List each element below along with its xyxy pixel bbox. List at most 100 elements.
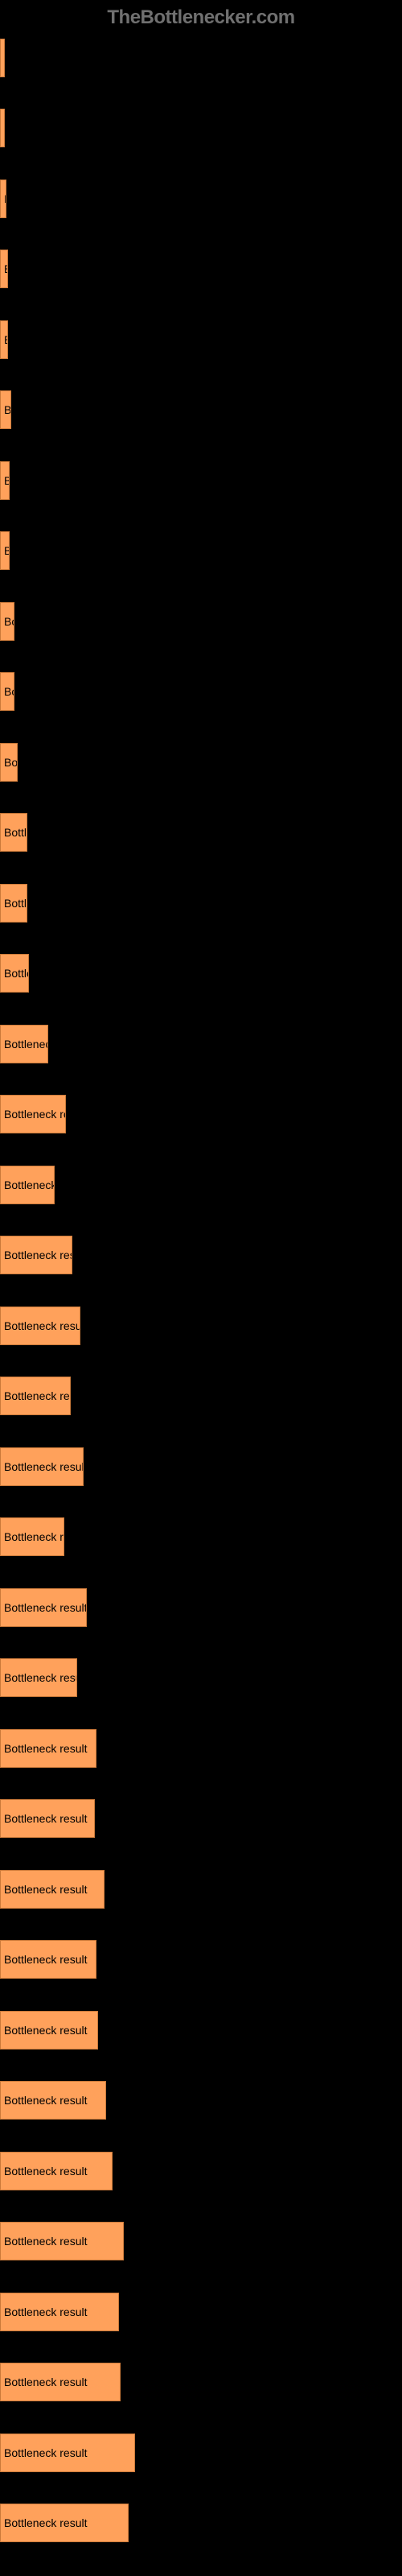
bar-label: Bottleneck result bbox=[4, 826, 27, 839]
bar-row: Bottleneck result bbox=[0, 868, 402, 939]
bar-row: Bottleneck result bbox=[0, 1150, 402, 1220]
bar-label: Bottleneck result bbox=[4, 1460, 84, 1473]
bar: Bottleneck result bbox=[0, 884, 27, 923]
bar-row: Bottleneck result bbox=[0, 445, 402, 516]
bar: Bottleneck result bbox=[0, 1025, 48, 1063]
bar: Bottleneck result bbox=[0, 1658, 77, 1697]
bar: Bottleneck result bbox=[0, 320, 8, 359]
bar: Bottleneck result bbox=[0, 2011, 98, 2050]
bar-row: Bottleneck result bbox=[0, 586, 402, 657]
bar-row: Bottleneck result bbox=[0, 23, 402, 93]
bar-row: Bottleneck result bbox=[0, 2277, 402, 2347]
bar: Bottleneck result bbox=[0, 39, 5, 77]
bar: Bottleneck result bbox=[0, 1307, 80, 1345]
bar: Bottleneck result bbox=[0, 2434, 135, 2472]
bar: Bottleneck result bbox=[0, 250, 8, 288]
bar-label: Bottleneck result bbox=[4, 1530, 64, 1543]
bar-row: Bottleneck result bbox=[0, 1361, 402, 1432]
bar: Bottleneck result bbox=[0, 672, 14, 711]
bar-label: Bottleneck result bbox=[4, 1601, 87, 1614]
bar-row: Bottleneck result bbox=[0, 1572, 402, 1643]
bar-label: Bottleneck result bbox=[4, 2516, 88, 2529]
bar-label: Bottleneck result bbox=[4, 1671, 77, 1684]
bar-row: Bottleneck result bbox=[0, 304, 402, 375]
bar-row: Bottleneck result bbox=[0, 2066, 402, 2136]
bar-row: Bottleneck result bbox=[0, 939, 402, 1009]
bar-label: Bottleneck result bbox=[4, 52, 5, 64]
bar-label: Bottleneck result bbox=[4, 2165, 88, 2178]
bar: Bottleneck result bbox=[0, 743, 18, 782]
bar-row: Bottleneck result bbox=[0, 1290, 402, 1361]
bar-label: Bottleneck result bbox=[4, 122, 5, 134]
bar-label: Bottleneck result bbox=[4, 967, 29, 980]
bar-label: Bottleneck result bbox=[4, 1249, 72, 1261]
bar: Bottleneck result bbox=[0, 461, 10, 500]
bar-row: Bottleneck result bbox=[0, 1643, 402, 1714]
bar-label: Bottleneck result bbox=[4, 615, 14, 628]
bar: Bottleneck result bbox=[0, 2504, 129, 2542]
bar-label: Bottleneck result bbox=[4, 2446, 88, 2459]
bar: Bottleneck result bbox=[0, 2081, 106, 2120]
bar-row: Bottleneck result bbox=[0, 516, 402, 587]
bar-label: Bottleneck result bbox=[4, 1108, 66, 1121]
bar-row: Bottleneck result bbox=[0, 1713, 402, 1784]
bar: Bottleneck result bbox=[0, 2222, 124, 2260]
bar-label: Bottleneck result bbox=[4, 2306, 88, 2318]
bar-row: Bottleneck result bbox=[0, 2417, 402, 2488]
bar-label: Bottleneck result bbox=[4, 2235, 88, 2248]
bar-label: Bottleneck result bbox=[4, 474, 10, 487]
bar-row: Bottleneck result bbox=[0, 163, 402, 234]
bar: Bottleneck result bbox=[0, 1799, 95, 1838]
bar-label: Bottleneck result bbox=[4, 262, 8, 275]
bar-label: Bottleneck result bbox=[4, 897, 27, 910]
bar-row: Bottleneck result bbox=[0, 2136, 402, 2207]
bar-chart: Bottleneck result Bottleneck result Bottle… bbox=[0, 23, 402, 2558]
bar-label: Bottleneck result bbox=[4, 544, 10, 557]
bar-row: Bottleneck result bbox=[0, 2347, 402, 2418]
bar: Bottleneck result bbox=[0, 954, 29, 993]
bar-row: Bottleneck result bbox=[0, 1431, 402, 1502]
bar-label: Bottleneck result bbox=[4, 403, 11, 416]
bar: Bottleneck result bbox=[0, 1447, 84, 1486]
bar-row: Bottleneck result bbox=[0, 1220, 402, 1291]
bar-row: Bottleneck result bbox=[0, 727, 402, 798]
bar: Bottleneck result bbox=[0, 1588, 87, 1627]
bar-label: Bottleneck result bbox=[4, 1319, 80, 1332]
bar-row: Bottleneck result bbox=[0, 1502, 402, 1573]
bar-label: Bottleneck result bbox=[4, 1389, 71, 1402]
bar: Bottleneck result bbox=[0, 1166, 55, 1204]
bar: Bottleneck result bbox=[0, 531, 10, 570]
bar-row: Bottleneck result bbox=[0, 2207, 402, 2277]
bar-label: Bottleneck result bbox=[4, 685, 14, 698]
bar: Bottleneck result bbox=[0, 1377, 71, 1415]
bar-row: Bottleneck result bbox=[0, 1009, 402, 1080]
bar-label: Bottleneck result bbox=[4, 1038, 48, 1051]
bar-label: Bottleneck result bbox=[4, 1953, 88, 1966]
bar-row: Bottleneck result bbox=[0, 93, 402, 164]
bar-row: Bottleneck result bbox=[0, 1925, 402, 1996]
bar: Bottleneck result bbox=[0, 1729, 96, 1768]
bar-row: Bottleneck result bbox=[0, 657, 402, 728]
bar: Bottleneck result bbox=[0, 813, 27, 852]
bar-label: Bottleneck result bbox=[4, 2024, 88, 2037]
bar: Bottleneck result bbox=[0, 2363, 121, 2401]
bar-row: Bottleneck result bbox=[0, 2488, 402, 2559]
bar-row: Bottleneck result bbox=[0, 234, 402, 305]
bar-label: Bottleneck result bbox=[4, 2376, 88, 2388]
bar-label: Bottleneck result bbox=[4, 1812, 88, 1825]
bar-label: Bottleneck result bbox=[4, 333, 8, 346]
bar-row: Bottleneck result bbox=[0, 1080, 402, 1150]
bar: Bottleneck result bbox=[0, 109, 5, 147]
bar-label: Bottleneck result bbox=[4, 1742, 88, 1755]
bar: Bottleneck result bbox=[0, 1095, 66, 1133]
bar-row: Bottleneck result bbox=[0, 1995, 402, 2066]
bar-row: Bottleneck result bbox=[0, 1784, 402, 1855]
bar-label: Bottleneck result bbox=[4, 192, 6, 205]
bar-label: Bottleneck result bbox=[4, 1179, 55, 1191]
bar: Bottleneck result bbox=[0, 1236, 72, 1274]
bar-row: Bottleneck result bbox=[0, 798, 402, 869]
bar: Bottleneck result bbox=[0, 1940, 96, 1979]
bar-label: Bottleneck result bbox=[4, 756, 18, 769]
bar: Bottleneck result bbox=[0, 180, 6, 218]
bar: Bottleneck result bbox=[0, 2293, 119, 2331]
